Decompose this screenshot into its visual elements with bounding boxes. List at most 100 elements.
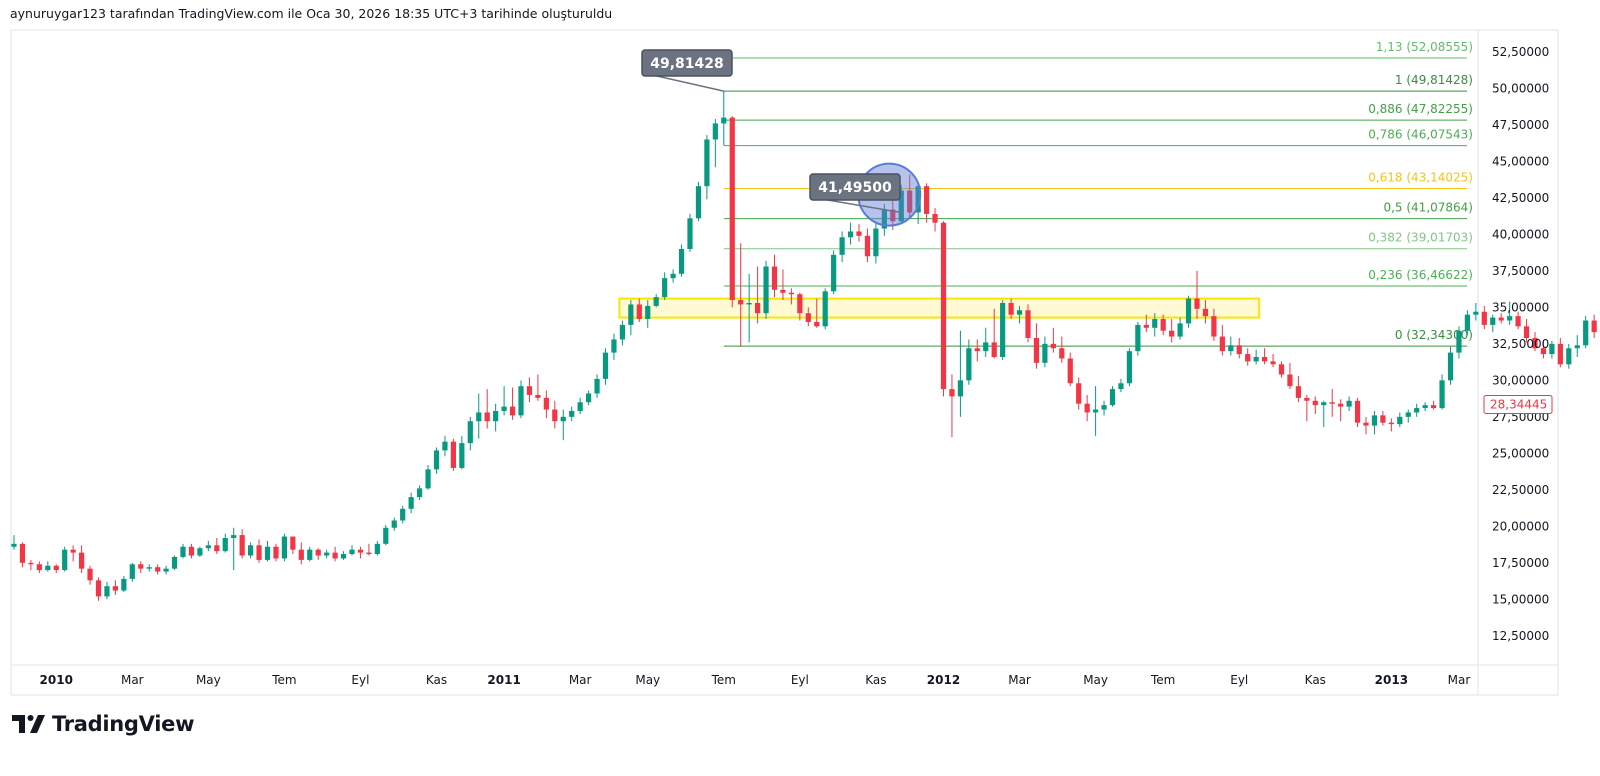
candle (611, 333, 617, 360)
candle (383, 524, 389, 546)
candle-body (281, 536, 287, 559)
candle (1160, 314, 1166, 336)
candle (1540, 340, 1547, 359)
candle (79, 545, 85, 574)
candle-body (746, 302, 752, 305)
candle-body (1059, 348, 1065, 359)
candle-body (1591, 320, 1597, 333)
candle (1338, 399, 1344, 422)
time-tick-label: Eyl (351, 673, 369, 687)
price-tick-label: 52,50000 (1492, 45, 1549, 59)
retest-price-callout-text: 41,49500 (818, 180, 892, 196)
candle-body (1253, 356, 1259, 362)
candle (1591, 314, 1597, 339)
candle-body (433, 450, 440, 470)
time-axis[interactable]: 2010 Mar May Tem Eyl Kas 2011 Mar May Tem Eyl Kas 20… (40, 673, 1471, 687)
candle-body (1118, 383, 1124, 390)
candle-body (417, 488, 423, 498)
candle-body (1371, 415, 1378, 426)
candle (1194, 270, 1200, 320)
candle (1422, 402, 1428, 411)
candle (214, 538, 220, 555)
fib-level-label: 0,618 (43,14025) (1368, 171, 1473, 185)
candle-body (856, 231, 862, 236)
candle (628, 300, 634, 336)
candle-body (974, 348, 980, 352)
candle-body (1557, 343, 1563, 365)
candle (1109, 386, 1116, 407)
candle (1101, 400, 1107, 416)
candle-body (180, 546, 186, 557)
candle (1059, 336, 1065, 363)
retest-price-callout: 41,49500 (809, 173, 902, 214)
fib-level-label: 0 (32,34300) (1395, 328, 1473, 342)
candle (1033, 323, 1040, 369)
time-tick-label: Mar (1448, 673, 1471, 687)
candle (1219, 324, 1225, 356)
candle-body (1084, 403, 1090, 413)
candle-body (104, 586, 110, 597)
annotation-layer: 49,81428 41,49500 (641, 49, 922, 227)
candle-body (653, 297, 659, 306)
candle-body (408, 497, 414, 509)
fib-level-label: 0,236 (36,46622) (1368, 268, 1473, 282)
candle-body (1354, 400, 1361, 423)
candle-body (602, 352, 609, 379)
candle (1278, 361, 1285, 378)
price-tick-label: 40,00000 (1492, 227, 1549, 241)
candle (1185, 295, 1192, 328)
candle-body (332, 552, 338, 559)
candle-body (171, 556, 178, 569)
candle-body (949, 389, 955, 397)
candle-body (256, 545, 262, 560)
price-tick-label: 22,50000 (1492, 483, 1549, 497)
candle (653, 294, 659, 308)
candle-body (721, 117, 727, 124)
candle-body (1000, 302, 1006, 357)
candle (442, 435, 448, 457)
candle-body (755, 302, 761, 314)
candle-body (1473, 311, 1479, 315)
candle (188, 543, 195, 559)
candle-body (95, 580, 102, 597)
candle-body (881, 209, 887, 229)
candle-body (662, 278, 668, 298)
candle (1507, 301, 1513, 325)
candle-body (79, 552, 85, 569)
time-tick-label: Mar (1008, 673, 1031, 687)
high-price-callout-box (641, 49, 733, 77)
candle (509, 387, 516, 420)
candle-body (805, 313, 811, 322)
candle (1321, 400, 1327, 428)
tradingview-logo[interactable]: TradingView (12, 712, 194, 736)
time-tick-label: May (196, 673, 221, 687)
candle (70, 545, 76, 562)
candle-body (771, 266, 778, 290)
candle (907, 174, 913, 217)
candle (104, 581, 110, 600)
price-tick-label: 25,00000 (1492, 446, 1549, 460)
candle (1371, 411, 1378, 435)
fib-level-label: 1,13 (52,08555) (1376, 40, 1473, 54)
candle-body (62, 549, 68, 571)
candle-body (273, 546, 279, 559)
candle-body (1532, 338, 1538, 349)
candle-body (907, 190, 913, 213)
candle (315, 548, 321, 560)
candle (1270, 354, 1276, 368)
support-zone-rect (618, 297, 1261, 319)
chart-caption: aynuruygar123 tarafından TradingView.com… (10, 6, 613, 21)
candle-body (518, 386, 524, 416)
candle (1236, 338, 1242, 359)
candle (205, 540, 211, 552)
price-tick-label: 32,50000 (1492, 337, 1549, 351)
candle-body (324, 552, 330, 556)
candle (797, 292, 803, 321)
candle (273, 543, 279, 562)
candle (1583, 316, 1589, 349)
fib-level-label: 0,786 (46,07543) (1368, 128, 1473, 142)
price-axis[interactable]: 12,50000 15,00000 17,50000 20,00000 22,50000… (1483, 45, 1553, 643)
candle (1008, 298, 1014, 320)
candle (459, 435, 465, 470)
